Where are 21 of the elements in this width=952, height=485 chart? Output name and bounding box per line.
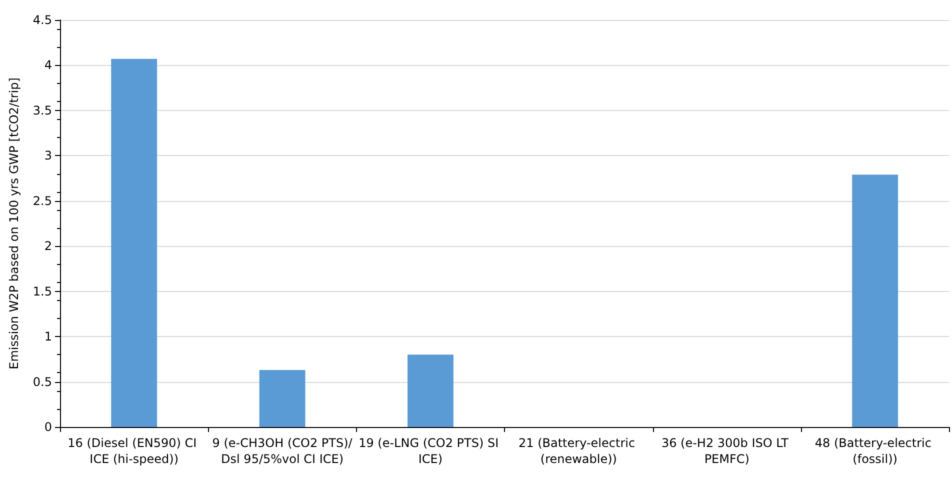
y-tick-label: 2.5 [32, 194, 52, 208]
y-tick-label: 4 [44, 58, 52, 72]
bar [852, 174, 898, 427]
y-tick-label: 3.5 [32, 103, 52, 118]
bar [408, 354, 454, 427]
y-tick-label: 0 [44, 420, 52, 434]
x-tick-label: 16 (Diesel (EN590) CI ICE (hi-speed)) [68, 436, 201, 466]
y-tick-label: 1 [44, 330, 52, 344]
y-axis-title: Emission W2P based on 100 yrs GWP [tCO2/trip] [7, 78, 21, 370]
y-tick-label: 0.5 [32, 374, 52, 389]
x-tick-label: 9 (e-CH3OH (CO2 PTS)/Dsl 95/5%vol CI ICE) [212, 436, 354, 466]
bar [259, 370, 306, 427]
x-tick-label: 48 (Battery-electric (fossil)) [814, 436, 936, 466]
bar [111, 58, 158, 427]
x-tick-label: 19 (e-LNG (CO2 PTS) SI ICE) [358, 436, 502, 466]
y-tick-label: 2 [44, 239, 52, 254]
y-tick-label: 4.5 [32, 13, 52, 27]
x-tick-label: 36 (e-H2 300b ISO LT PEMFC) [661, 436, 792, 466]
x-tick-label: 21 (Battery-electric (renewable)) [518, 436, 639, 466]
y-tick-label: 3 [44, 148, 52, 163]
y-tick-label: 1.5 [32, 284, 52, 298]
